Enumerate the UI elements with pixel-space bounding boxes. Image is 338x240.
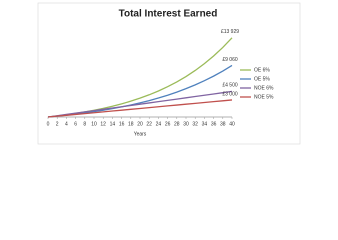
x-tick-label: 0: [47, 121, 50, 127]
x-tick-label: 20: [137, 121, 143, 127]
x-tick-label: 34: [202, 121, 208, 127]
x-tick-label: 12: [100, 121, 106, 127]
x-tick-label: 8: [83, 121, 86, 127]
x-tick-label: 24: [156, 121, 162, 127]
chart-title: Total Interest Earned: [119, 9, 218, 20]
data-label: £3 000: [222, 91, 238, 97]
x-tick-label: 32: [192, 121, 198, 127]
x-tick-label: 6: [74, 121, 77, 127]
chart: Total Interest Earned Years 0 2 4 6 8 10 12 14 1…: [37, 2, 301, 145]
x-tick-label: 28: [174, 121, 180, 127]
x-tick-label: 16: [119, 121, 125, 127]
x-tick-label: 26: [165, 121, 171, 127]
data-label: £9 060: [222, 57, 238, 63]
x-tick-label: 18: [128, 121, 134, 127]
x-axis-label: Years: [134, 131, 147, 137]
data-label: £13 929: [221, 29, 239, 35]
x-tick-label: 4: [65, 121, 68, 127]
legend-label: NOE 5%: [254, 94, 274, 100]
data-label: £4 500: [222, 83, 238, 89]
x-tick-label: 14: [110, 121, 116, 127]
x-tick-label: 30: [183, 121, 189, 127]
x-tick-label: 10: [91, 121, 97, 127]
series-line: [47, 90, 233, 118]
legend-label: NOE 6%: [254, 85, 274, 91]
legend-label: OE 5%: [254, 76, 270, 82]
x-tick-label: 2: [56, 121, 59, 127]
chart-border: [37, 2, 301, 145]
x-tick-label: 36: [211, 121, 217, 127]
x-tick-label: 38: [220, 121, 226, 127]
x-tick-label: 40: [229, 121, 235, 127]
legend-label: OE 6%: [254, 67, 270, 73]
x-tick-label: 22: [146, 121, 152, 127]
series-line: [47, 99, 233, 118]
page: Total Interest Earned Years 0 2 4 6 8 10 12 14 1…: [37, 2, 301, 145]
